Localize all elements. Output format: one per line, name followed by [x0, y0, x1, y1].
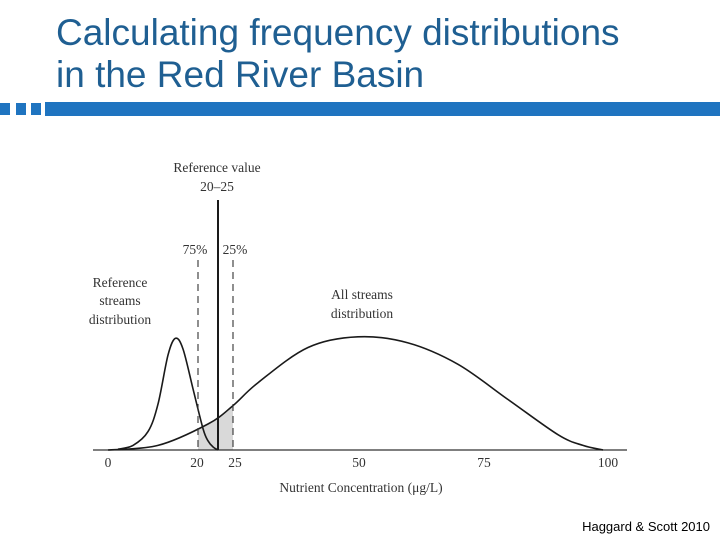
reference-streams-label-line-1: Reference: [93, 275, 148, 290]
reference-streams-label-line-2: streams: [99, 293, 140, 308]
percentile-25-label: 25%: [223, 242, 248, 257]
x-tick-label-75: 75: [477, 455, 491, 470]
title-rule-bar: [45, 102, 720, 116]
x-tick-label-20: 20: [190, 455, 204, 470]
reference-streams-label-line-3: distribution: [89, 312, 152, 327]
slide-title: Calculating frequency distributions in t…: [56, 12, 620, 96]
slide-title-line-2: in the Red River Basin: [56, 54, 425, 95]
all-streams-label-line-1: All streams: [331, 287, 393, 302]
reference-streams-curve: [117, 337, 219, 451]
title-rule-square-1: [0, 103, 10, 115]
x-tick-label-100: 100: [598, 455, 619, 470]
title-rule-square-2: [16, 103, 26, 115]
percentile-75-label: 75%: [183, 242, 208, 257]
reference-value-range: 20–25: [200, 179, 234, 194]
citation: Haggard & Scott 2010: [582, 519, 710, 534]
all-streams-curve: [107, 335, 604, 451]
slide-title-line-1: Calculating frequency distributions: [56, 12, 620, 53]
title-rule-square-3: [31, 103, 41, 115]
x-axis-title: Nutrient Concentration (μg/L): [279, 480, 442, 495]
x-tick-label-0: 0: [105, 455, 112, 470]
all-streams-label-line-2: distribution: [331, 306, 394, 321]
reference-value-label: Reference value: [173, 160, 260, 175]
x-tick-label-25: 25: [228, 455, 242, 470]
x-tick-label-50: 50: [352, 455, 366, 470]
